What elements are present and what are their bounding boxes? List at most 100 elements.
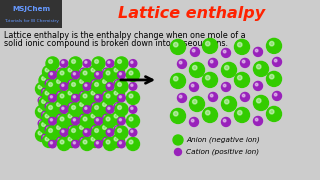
Circle shape xyxy=(66,113,68,115)
Circle shape xyxy=(66,65,78,78)
Circle shape xyxy=(72,60,76,63)
Circle shape xyxy=(61,97,69,104)
Circle shape xyxy=(126,114,140,127)
Circle shape xyxy=(61,108,65,112)
Circle shape xyxy=(97,86,109,98)
Circle shape xyxy=(106,106,114,113)
Circle shape xyxy=(81,93,84,95)
Circle shape xyxy=(257,98,261,103)
Circle shape xyxy=(84,131,88,135)
Circle shape xyxy=(88,100,92,103)
Circle shape xyxy=(267,106,282,122)
Circle shape xyxy=(49,140,56,148)
Circle shape xyxy=(65,100,68,103)
Circle shape xyxy=(118,60,122,63)
Circle shape xyxy=(69,57,82,70)
Circle shape xyxy=(173,42,178,47)
Circle shape xyxy=(58,116,60,118)
Circle shape xyxy=(191,119,194,122)
Circle shape xyxy=(74,133,76,135)
Circle shape xyxy=(173,111,178,116)
Circle shape xyxy=(42,88,49,96)
Circle shape xyxy=(60,71,64,75)
Circle shape xyxy=(209,58,218,68)
Circle shape xyxy=(241,58,250,68)
Circle shape xyxy=(38,97,46,104)
Circle shape xyxy=(89,90,92,92)
Circle shape xyxy=(93,127,95,129)
Circle shape xyxy=(273,57,282,66)
Circle shape xyxy=(73,73,76,75)
Circle shape xyxy=(95,129,99,132)
Text: Cation (positive ion): Cation (positive ion) xyxy=(186,149,259,155)
Circle shape xyxy=(119,96,122,98)
Circle shape xyxy=(43,90,45,92)
Circle shape xyxy=(82,129,94,141)
Circle shape xyxy=(36,105,49,118)
Circle shape xyxy=(78,101,80,104)
Circle shape xyxy=(70,81,72,84)
Circle shape xyxy=(103,68,116,81)
Circle shape xyxy=(55,124,57,127)
Circle shape xyxy=(65,76,68,80)
Circle shape xyxy=(171,109,186,123)
Circle shape xyxy=(83,71,87,75)
Circle shape xyxy=(47,117,60,130)
Circle shape xyxy=(179,95,182,98)
Circle shape xyxy=(253,81,262,90)
Circle shape xyxy=(54,123,67,136)
Circle shape xyxy=(60,129,68,136)
Circle shape xyxy=(96,73,99,75)
Circle shape xyxy=(221,48,230,57)
Circle shape xyxy=(80,137,87,145)
Circle shape xyxy=(101,78,103,80)
Circle shape xyxy=(191,84,194,87)
Circle shape xyxy=(205,75,210,80)
Circle shape xyxy=(103,137,110,145)
Circle shape xyxy=(65,88,72,96)
Circle shape xyxy=(221,96,236,111)
Circle shape xyxy=(80,80,84,84)
Circle shape xyxy=(47,127,49,129)
Circle shape xyxy=(58,68,70,81)
Circle shape xyxy=(57,126,60,129)
Circle shape xyxy=(74,87,76,89)
Circle shape xyxy=(50,73,52,75)
Circle shape xyxy=(114,114,118,118)
Circle shape xyxy=(99,77,107,84)
Circle shape xyxy=(83,129,91,136)
Circle shape xyxy=(60,83,68,90)
Circle shape xyxy=(116,104,118,106)
Circle shape xyxy=(72,83,76,86)
Circle shape xyxy=(91,103,99,110)
Circle shape xyxy=(43,113,45,115)
Circle shape xyxy=(189,118,198,127)
Circle shape xyxy=(116,127,118,129)
Circle shape xyxy=(84,108,88,112)
Circle shape xyxy=(129,60,137,67)
Circle shape xyxy=(84,97,92,104)
Circle shape xyxy=(126,138,140,150)
Circle shape xyxy=(89,113,92,115)
Circle shape xyxy=(66,88,78,102)
Circle shape xyxy=(221,82,230,91)
Circle shape xyxy=(81,138,93,150)
Circle shape xyxy=(95,60,99,63)
Circle shape xyxy=(53,123,61,130)
Circle shape xyxy=(85,97,98,110)
Circle shape xyxy=(74,86,86,98)
Circle shape xyxy=(88,134,95,142)
Circle shape xyxy=(171,73,186,88)
Circle shape xyxy=(101,124,103,127)
Circle shape xyxy=(43,65,55,78)
Circle shape xyxy=(104,139,107,141)
Circle shape xyxy=(59,82,71,95)
Circle shape xyxy=(49,117,56,125)
Circle shape xyxy=(82,82,94,95)
Circle shape xyxy=(189,82,198,91)
Circle shape xyxy=(96,96,99,98)
Circle shape xyxy=(49,129,52,132)
Circle shape xyxy=(80,126,84,129)
Circle shape xyxy=(58,93,60,95)
Circle shape xyxy=(91,126,99,133)
